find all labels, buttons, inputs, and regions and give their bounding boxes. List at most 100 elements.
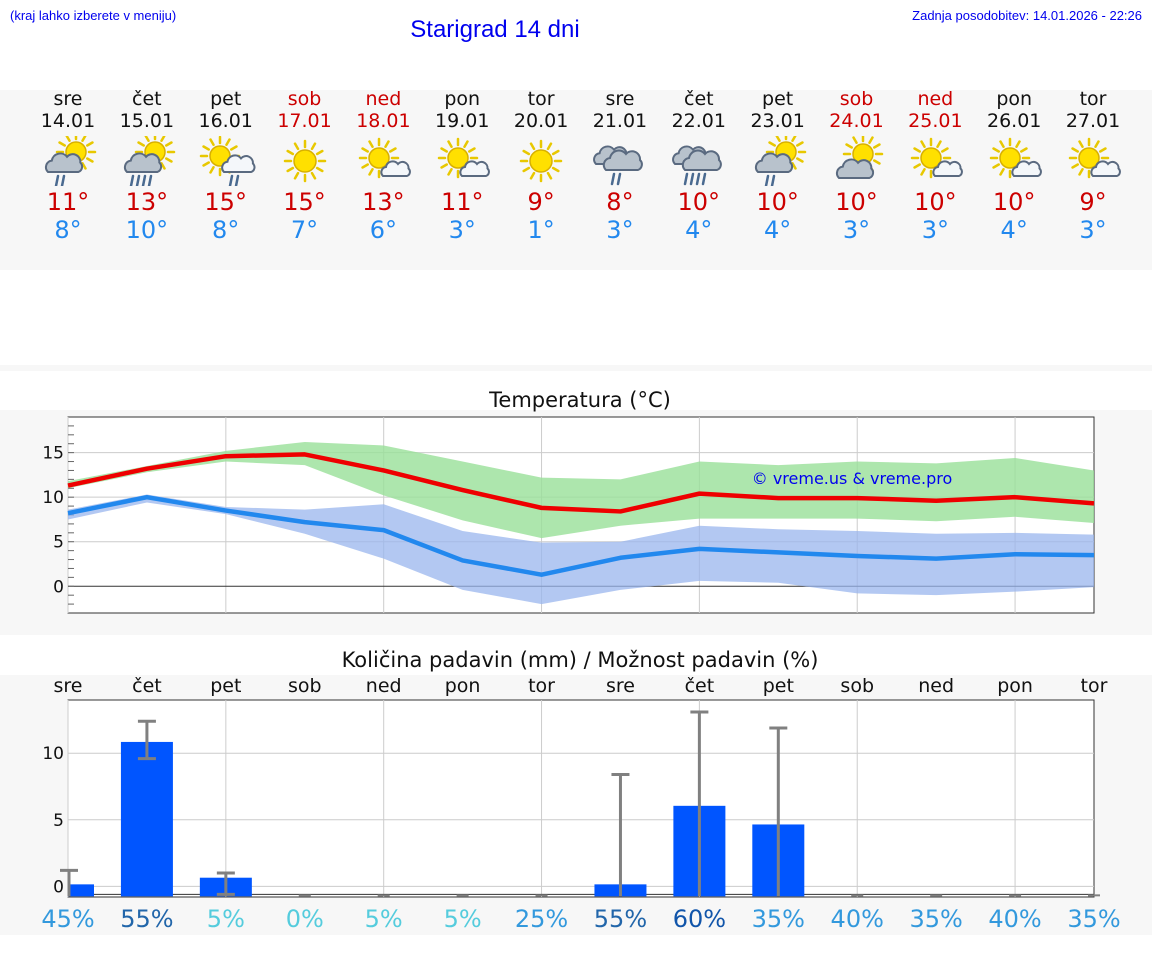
- day-name: čet: [132, 88, 162, 110]
- temperature-chart-title: Temperatura (°C): [489, 388, 671, 412]
- max-temperature: 15°: [204, 188, 247, 216]
- cloud-shape: [932, 160, 964, 177]
- sun-ray: [774, 136, 781, 142]
- sun-ray: [389, 147, 398, 153]
- day-date: 17.01: [277, 110, 332, 132]
- sun-ray: [522, 149, 531, 156]
- day-column: pet 23.01 10° 4°: [738, 88, 818, 244]
- rain-drop: [54, 174, 60, 186]
- sun-ray: [201, 145, 210, 151]
- x-category-label: tor: [528, 675, 555, 697]
- sun-disc: [920, 147, 943, 169]
- sun-ray: [999, 168, 1005, 176]
- min-temperature: 3°: [448, 216, 476, 244]
- sun-ray: [790, 136, 797, 142]
- rain-drop: [689, 172, 695, 186]
- sun-ray: [293, 142, 299, 151]
- sun-ray: [1099, 147, 1107, 153]
- x-category-label: čet: [132, 675, 162, 697]
- x-category-label: pon: [445, 675, 481, 697]
- min-temperature: 8°: [54, 216, 82, 244]
- day-column: pon 19.01 11° 3°: [422, 88, 502, 244]
- max-temperature-band: [68, 441, 1094, 539]
- sun-ray: [999, 140, 1005, 148]
- x-category-label: tor: [1081, 675, 1108, 697]
- day-column: tor 20.01 9° 1°: [501, 88, 581, 244]
- forecast-band: [0, 90, 1152, 270]
- rain-drop: [234, 174, 239, 186]
- cloud-shape: [1090, 160, 1121, 177]
- rain-drop: [683, 172, 689, 186]
- sun-ray: [208, 138, 215, 146]
- day-column: ned 25.01 10° 3°: [895, 88, 975, 244]
- cloud-shape: [45, 152, 84, 173]
- day-name: sre: [53, 88, 83, 110]
- cloud-shape: [459, 160, 491, 177]
- day-date: 26.01: [986, 110, 1042, 132]
- min-temperature: 3°: [606, 216, 634, 244]
- sun-ray: [913, 147, 922, 153]
- sun-ray: [872, 159, 881, 165]
- sun-ray: [285, 149, 294, 156]
- sun-ray: [1015, 140, 1021, 148]
- day-date: 27.01: [1065, 110, 1121, 132]
- day-column: čet 22.01 10° 4°: [659, 88, 739, 244]
- icon-art: [45, 136, 97, 186]
- icon-art: [671, 145, 722, 186]
- cloud-shape: [754, 152, 793, 173]
- day-name: čet: [684, 88, 714, 110]
- day-name: sob: [287, 88, 322, 110]
- icon-art: [199, 136, 256, 186]
- max-temperature: 13°: [362, 188, 405, 216]
- sun-ray: [384, 140, 391, 148]
- sun-ray: [551, 149, 560, 156]
- sun-disc: [447, 147, 469, 169]
- day-column: sre 21.01 8° 3°: [580, 88, 660, 244]
- sun-ray: [936, 140, 943, 148]
- day-date: 14.01: [40, 110, 96, 132]
- day-date: 22.01: [671, 110, 726, 132]
- sun-ray: [795, 141, 804, 147]
- min-temperature: 8°: [212, 216, 240, 244]
- sun-ray: [160, 136, 166, 142]
- max-temperature: 10°: [756, 188, 799, 216]
- header-hint: (kraj lahko izberete v meniju): [10, 8, 177, 23]
- x-category-label: ned: [918, 675, 954, 697]
- sun-ray: [867, 136, 874, 144]
- precip-probability-label: 5%: [365, 905, 403, 933]
- sun-ray: [310, 171, 316, 180]
- sun-ray: [913, 163, 922, 169]
- x-category-label: sre: [606, 675, 635, 697]
- day-column: sob 24.01 10° 3°: [817, 88, 897, 244]
- sun-ray: [86, 157, 94, 163]
- sun-ray: [767, 141, 776, 147]
- min-temperature: 6°: [369, 216, 398, 244]
- sun-ray: [546, 171, 553, 180]
- sun-ray: [86, 141, 94, 147]
- y-tick-label: 5: [53, 811, 64, 831]
- day-name: ned: [917, 88, 954, 110]
- day-column: sre 14.01 11° 8°: [28, 88, 108, 244]
- day-column: sob 17.01 15° 7°: [265, 88, 345, 244]
- min-temperature: 4°: [1000, 216, 1028, 244]
- cloud-shape: [220, 154, 256, 173]
- x-category-label: sre: [54, 675, 83, 697]
- icon-art: [519, 139, 563, 183]
- sun-cloud-rain-icon: [199, 136, 256, 186]
- precip-chart: sre čet pet sob ned pon tor sre čet pet sob ned pon t…: [41, 675, 1120, 933]
- sun-ray: [1078, 140, 1084, 148]
- rain-drop: [701, 172, 707, 186]
- sun-ray: [447, 140, 453, 148]
- rain-drop: [60, 174, 66, 186]
- day-date: 15.01: [119, 110, 175, 132]
- sun-ray: [546, 142, 553, 151]
- max-temperature: 8°: [606, 188, 634, 216]
- day-date: 24.01: [829, 110, 884, 132]
- sun-ray: [81, 162, 87, 170]
- cloud-shape: [602, 149, 643, 171]
- sun-ray: [844, 143, 853, 149]
- sun-ray: [551, 166, 560, 173]
- day-date: 20.01: [513, 110, 569, 132]
- sun-ray: [941, 147, 950, 153]
- sun-ray: [463, 140, 469, 148]
